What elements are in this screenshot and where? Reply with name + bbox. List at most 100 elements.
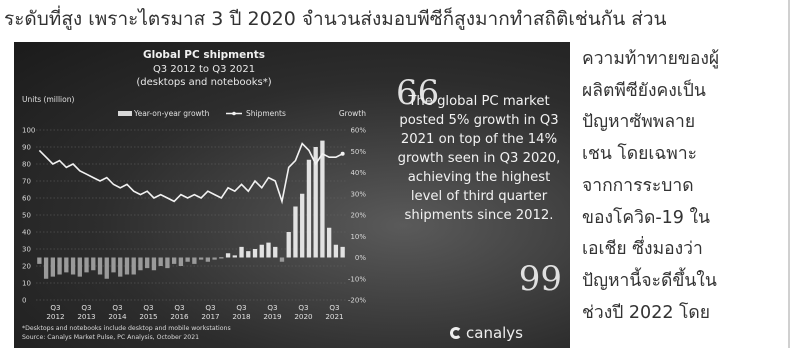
brand-name: canalys xyxy=(466,324,523,342)
growth-bar xyxy=(70,257,76,275)
quote-text: The global PC market posted 5% growth in… xyxy=(397,94,561,223)
growth-bar xyxy=(57,257,62,275)
right-tick-label: -20% xyxy=(348,297,366,305)
growth-bar xyxy=(178,257,184,266)
side-line: จากการระบาด xyxy=(582,175,694,196)
growth-bar xyxy=(320,140,325,258)
growth-bar xyxy=(37,257,42,264)
left-tick-label: 40 xyxy=(22,229,31,237)
left-tick-label: 70 xyxy=(22,178,31,186)
x-tick-year: 2014 xyxy=(108,312,127,321)
right-tick-label: 40% xyxy=(350,169,366,177)
growth-bar xyxy=(212,257,217,260)
article-side-column: ความท้าทายของผู้ ผลิตพีซียังคงเป็น ปัญหา… xyxy=(582,44,772,329)
growth-bar xyxy=(266,242,271,258)
right-tick-label: -10% xyxy=(348,275,366,283)
infographic-figure: Global PC shipments Q3 2012 to Q3 2021 (… xyxy=(14,42,570,348)
side-line: ความท้าทายของผู้ xyxy=(582,49,720,69)
side-line: ของโควิด-19 ใน xyxy=(582,207,710,228)
growth-bar xyxy=(300,193,305,258)
growth-bar xyxy=(151,257,157,271)
growth-bar xyxy=(77,257,82,277)
growth-bar xyxy=(111,257,116,273)
page-edge-border xyxy=(788,0,790,348)
growth-bar xyxy=(239,246,244,258)
quote-open-mark: 66 xyxy=(396,73,440,113)
growth-bar xyxy=(219,257,224,259)
growth-bar xyxy=(306,159,312,258)
growth-bar xyxy=(104,257,109,279)
growth-bar xyxy=(225,253,231,258)
growth-bar xyxy=(279,257,285,262)
x-tick-year: 2021 xyxy=(325,312,343,321)
x-tick-quarter: Q3 xyxy=(50,303,60,312)
growth-bar xyxy=(138,257,143,271)
growth-bar xyxy=(192,257,197,264)
growth-bar xyxy=(313,147,318,258)
quote-close-mark: 99 xyxy=(518,259,562,299)
side-line: เชน โดยเฉพาะ xyxy=(582,144,698,165)
x-tick-quarter: Q3 xyxy=(298,303,308,312)
right-tick-label: 0% xyxy=(355,254,366,262)
legend-shipments: Shipments xyxy=(246,109,286,118)
legend-growth: Year-on-year growth xyxy=(133,109,210,118)
x-tick-year: 2019 xyxy=(263,312,282,321)
growth-bar xyxy=(185,257,190,262)
x-tick-year: 2013 xyxy=(77,312,95,321)
growth-bar xyxy=(171,257,177,264)
growth-bar xyxy=(273,246,278,258)
left-tick-label: 50 xyxy=(22,212,31,220)
x-tick-quarter: Q3 xyxy=(205,303,215,312)
growth-bar xyxy=(124,257,130,275)
side-line: ผลิตพีซียังคงเป็น xyxy=(582,80,706,101)
growth-bar xyxy=(326,227,332,258)
x-tick-year: 2012 xyxy=(46,312,64,321)
left-tick-label: 10 xyxy=(22,280,31,288)
growth-bar xyxy=(252,249,258,258)
x-tick-year: 2017 xyxy=(201,312,219,321)
x-tick-year: 2015 xyxy=(139,312,157,321)
pc-shipments-chart: Global PC shipments Q3 2012 to Q3 2021 (… xyxy=(22,49,366,341)
right-tick-label: 60% xyxy=(350,127,366,135)
growth-bar xyxy=(131,257,136,275)
chart-title: Global PC shipments xyxy=(143,49,265,61)
growth-bar xyxy=(43,257,49,279)
right-tick-label: 10% xyxy=(350,233,366,241)
x-tick-quarter: Q3 xyxy=(81,303,91,312)
left-axis-label: Units (million) xyxy=(22,95,74,104)
chart-subtitle: Q3 2012 to Q3 2021 xyxy=(153,64,255,75)
growth-bar xyxy=(91,257,96,271)
right-tick-label: 20% xyxy=(350,212,366,220)
x-tick-quarter: Q3 xyxy=(174,303,184,312)
chart-footnote: *Desktops and notebooks include desktop … xyxy=(22,325,231,332)
growth-bar xyxy=(286,232,291,258)
growth-bar xyxy=(118,257,123,277)
x-tick-quarter: Q3 xyxy=(267,303,277,312)
x-tick-year: 2020 xyxy=(294,312,313,321)
canalys-logo-icon xyxy=(450,327,462,339)
side-line: ปัญหานี้จะดีขึ้นใน xyxy=(582,270,717,291)
canalys-logo: canalys xyxy=(450,324,523,342)
left-tick-label: 90 xyxy=(22,144,31,152)
growth-bar xyxy=(64,257,69,273)
growth-bar xyxy=(333,244,339,258)
side-line: ปัญหาซัพพลาย xyxy=(582,112,696,133)
growth-bar xyxy=(198,257,204,260)
x-tick-quarter: Q3 xyxy=(143,303,153,312)
side-line: ช่วงปี 2022 โดย xyxy=(582,302,711,323)
left-tick-label: 20 xyxy=(22,263,31,271)
x-tick-quarter: Q3 xyxy=(236,303,246,312)
growth-bar xyxy=(158,257,163,266)
x-tick-quarter: Q3 xyxy=(112,303,122,312)
right-tick-label: 30% xyxy=(350,190,366,198)
side-line: เอเชีย ซึ่งมองว่า xyxy=(582,239,703,260)
quote-box: 66 The global PC market posted 5% growth… xyxy=(390,70,566,300)
growth-bar xyxy=(232,255,237,258)
growth-bar xyxy=(340,246,345,258)
chart-source: Source: Canalys Market Pulse, PC Analysi… xyxy=(22,334,199,341)
growth-bar xyxy=(259,244,264,258)
x-tick-quarter: Q3 xyxy=(329,303,339,312)
x-tick-year: 2016 xyxy=(170,312,189,321)
growth-bar xyxy=(165,257,170,269)
x-tick-year: 2018 xyxy=(232,312,251,321)
